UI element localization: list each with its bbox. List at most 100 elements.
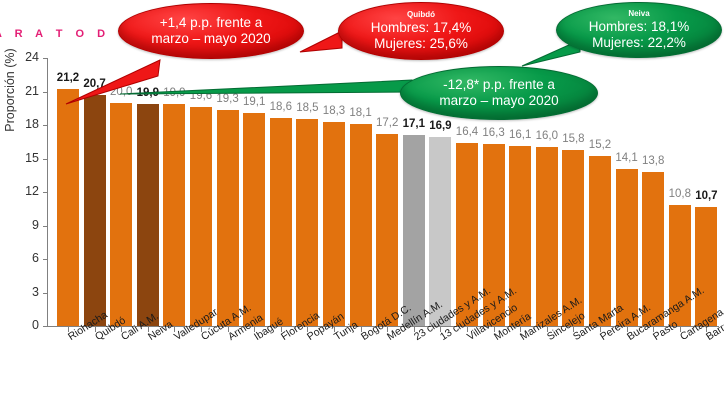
- bar-value-label: 16,0: [535, 130, 558, 143]
- callout-heading: Quibdó: [407, 10, 435, 20]
- callout-quibdo-sex: Quibdó Hombres: 17,4% Mujeres: 25,6%: [338, 2, 504, 60]
- bar-value-label: 10,7: [695, 189, 718, 202]
- bar: [509, 146, 532, 326]
- callout-line: Hombres: 18,1%: [588, 18, 690, 34]
- bar: [243, 112, 266, 326]
- bar: [136, 103, 159, 326]
- callout-neiva-change-tail: [118, 78, 414, 104]
- bar-value-label: 19,1: [242, 95, 266, 108]
- callout-line: -12,8* p.p. frente a: [443, 77, 555, 93]
- callout-heading: Neiva: [628, 9, 650, 19]
- x-axis-line: [47, 326, 719, 327]
- y-axis-tick-label: 21: [25, 83, 39, 98]
- bar-value-label: 18,6: [269, 101, 292, 114]
- x-axis-tick: [653, 327, 655, 332]
- x-axis-tick: [546, 327, 548, 332]
- x-axis-tick: [307, 327, 309, 332]
- y-axis-tick: [43, 91, 48, 93]
- bar-value-label: 18,1: [349, 106, 372, 119]
- bar-value-label: 16,1: [508, 129, 532, 142]
- x-axis-tick: [121, 327, 123, 332]
- y-axis-tick-label: 12: [25, 184, 39, 198]
- bar-value-label: 17,1: [402, 118, 425, 131]
- bar-value-label: 14,1: [615, 151, 638, 164]
- bar: [429, 137, 452, 326]
- x-axis-tick: [227, 327, 229, 332]
- x-axis-tick: [440, 327, 442, 332]
- bar-value-label: 13,8: [641, 154, 665, 167]
- y-axis-tick: [43, 225, 48, 227]
- bar: [296, 119, 319, 326]
- bar: [642, 171, 665, 326]
- bar: [615, 168, 638, 326]
- x-axis-tick: [573, 327, 575, 332]
- y-axis-tick: [43, 292, 48, 294]
- x-axis-tick: [520, 327, 522, 332]
- x-axis-tick: [626, 327, 628, 332]
- bar-value-label: 18,3: [322, 104, 346, 117]
- x-axis-tick: [147, 327, 149, 332]
- callout-neiva-sex: Neiva Hombres: 18,1% Mujeres: 22,2%: [556, 2, 722, 58]
- x-axis-tick: [201, 327, 202, 332]
- bar: [83, 94, 106, 326]
- y-axis-tick: [43, 158, 48, 160]
- callout-line: marzo – mayo 2020: [439, 93, 559, 108]
- bar: [349, 123, 372, 326]
- y-axis-tick: [43, 125, 48, 126]
- x-axis-tick: [679, 327, 681, 332]
- y-axis-tick-label: 9: [32, 217, 39, 232]
- bar-value-label: 21,2: [56, 72, 80, 85]
- bar-value-label: 15,2: [588, 139, 612, 152]
- bar: [695, 206, 718, 326]
- y-axis-title: Proporción (%): [3, 48, 17, 132]
- callout-quibdo-change: +1,4 p.p. frente a marzo – mayo 2020: [118, 3, 304, 59]
- bar: [562, 149, 585, 326]
- callout-line: Mujeres: 25,6%: [374, 35, 468, 51]
- bar: [482, 143, 505, 326]
- bar-value-label: 17,2: [375, 116, 399, 129]
- y-axis-tick-label: 15: [25, 150, 39, 165]
- bar: [668, 205, 691, 326]
- callout-line: +1,4 p.p. frente a: [159, 15, 263, 31]
- bar-value-label: 16,4: [455, 125, 479, 138]
- callout-quibdo-change-tail: [52, 58, 162, 108]
- bar: [323, 121, 345, 326]
- bar: [589, 156, 611, 326]
- bar-value-label: 16,3: [482, 126, 505, 139]
- y-axis-tick: [43, 58, 48, 59]
- x-axis-tick: [174, 327, 176, 332]
- bar: [216, 110, 239, 326]
- bar: [376, 133, 399, 326]
- bar: [190, 107, 212, 326]
- bar-value-label: 20,7: [83, 77, 106, 90]
- x-axis-tick: [413, 327, 415, 332]
- bar: [456, 142, 478, 326]
- y-axis-tick-label: 24: [25, 50, 39, 64]
- y-axis-tick: [43, 326, 48, 327]
- callout-neiva-change: -12,8* p.p. frente a marzo – mayo 2020: [400, 66, 598, 120]
- bar-value-label: 16,9: [429, 120, 452, 133]
- callout-line: Hombres: 17,4%: [370, 19, 472, 35]
- bar-value-label: 15,8: [562, 132, 585, 145]
- x-axis-tick: [68, 327, 69, 332]
- watermark-text: A R A T O D O S: [0, 28, 153, 40]
- x-axis-tick: [280, 327, 282, 332]
- bar: [110, 102, 133, 326]
- x-axis-tick: [360, 327, 362, 332]
- bar: [402, 135, 425, 326]
- bar: [269, 118, 292, 326]
- x-axis-tick: [254, 327, 256, 332]
- x-axis-tick: [387, 327, 389, 332]
- bar-chart-plot-area: 0 3 6 9 12 15 18 21 24 Proporción (%) 21,2 20,7 20…: [3, 48, 724, 343]
- bar: [535, 147, 558, 326]
- y-axis-tick-label: 6: [32, 251, 39, 265]
- x-axis-tick: [334, 327, 335, 332]
- bar: [57, 89, 79, 326]
- x-axis-tick: [467, 327, 468, 332]
- x-axis-tick: [706, 327, 708, 332]
- bar-value-label: 19,3: [216, 93, 239, 106]
- x-axis-tick: [493, 327, 495, 332]
- x-axis-tick: [94, 327, 96, 332]
- callout-line: Mujeres: 22,2%: [592, 34, 686, 50]
- bar-value-label: 18,5: [296, 102, 319, 115]
